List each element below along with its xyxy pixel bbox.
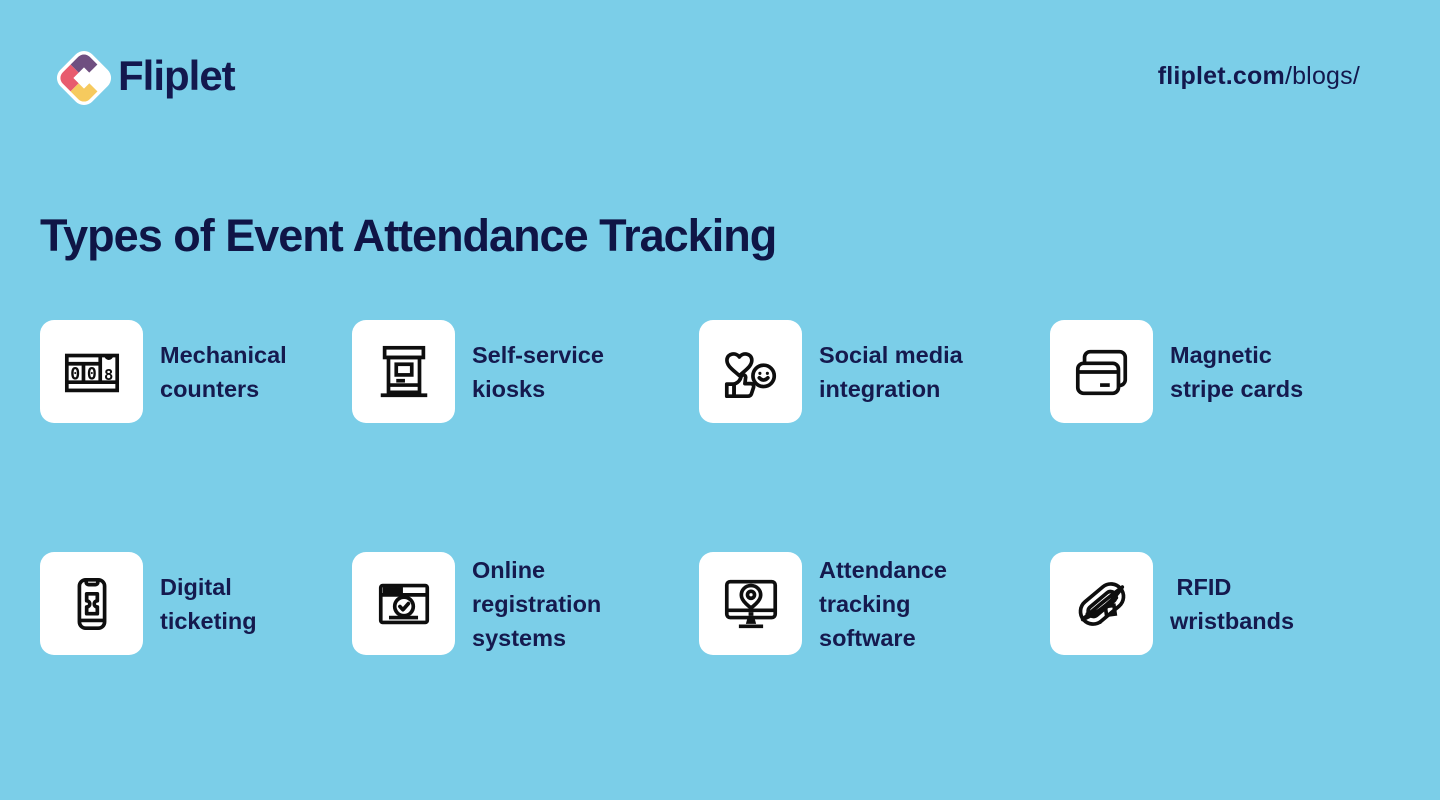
item-label: Digital ticketing xyxy=(160,573,257,634)
item-self-service-kiosks: Self-service kiosks xyxy=(352,320,604,423)
item-attendance-tracking-software: Attendance tracking software xyxy=(699,552,947,655)
item-label: RFID wristbands xyxy=(1170,573,1295,634)
brand-wordmark: Fliplet xyxy=(118,52,236,99)
icon-tile: 0 0 8 xyxy=(40,320,143,423)
item-label: Attendance tracking software xyxy=(819,556,947,651)
item-label: Online registration systems xyxy=(472,556,602,651)
online-registration-icon xyxy=(378,583,429,624)
svg-text:0: 0 xyxy=(70,364,80,383)
icon-tile xyxy=(40,552,143,655)
item-label: Social media integration xyxy=(819,341,963,402)
item-mechanical-counters: 0 0 8 Mechanical counters xyxy=(40,320,287,423)
digital-ticket-icon xyxy=(77,577,106,630)
item-online-registration-systems: Online registration systems xyxy=(352,552,601,655)
kiosk-icon xyxy=(380,345,427,397)
icon-tile xyxy=(699,320,802,423)
item-magnetic-stripe-cards: Magnetic stripe cards xyxy=(1050,320,1303,423)
page-title: Types of Event Attendance Tracking xyxy=(40,210,777,262)
item-label: Magnetic stripe cards xyxy=(1170,341,1304,402)
url-path: /blogs/ xyxy=(1284,62,1360,90)
mechanical-counter-icon: 0 0 8 xyxy=(64,353,119,392)
social-media-icon xyxy=(724,351,776,398)
icon-tile xyxy=(1050,552,1153,655)
blog-url: fliplet.com/blogs/ xyxy=(1158,62,1360,91)
icon-tile xyxy=(699,552,802,655)
icon-tile xyxy=(352,552,455,655)
item-social-media-integration: Social media integration xyxy=(699,320,963,423)
url-domain: fliplet.com xyxy=(1157,62,1285,90)
rfid-wristband-icon xyxy=(1078,581,1125,626)
svg-text:0: 0 xyxy=(86,364,96,383)
item-label: Mechanical counters xyxy=(160,341,287,402)
item-digital-ticketing: Digital ticketing xyxy=(40,552,257,655)
attendance-software-icon xyxy=(724,579,777,628)
item-label: Self-service kiosks xyxy=(472,341,604,402)
svg-text:8: 8 xyxy=(103,366,112,384)
item-rfid-wristbands: RFID wristbands xyxy=(1050,552,1294,655)
magnetic-stripe-cards-icon xyxy=(1075,349,1127,395)
fliplet-logo-icon xyxy=(56,50,112,106)
icon-tile xyxy=(1050,320,1153,423)
icon-tile xyxy=(352,320,455,423)
